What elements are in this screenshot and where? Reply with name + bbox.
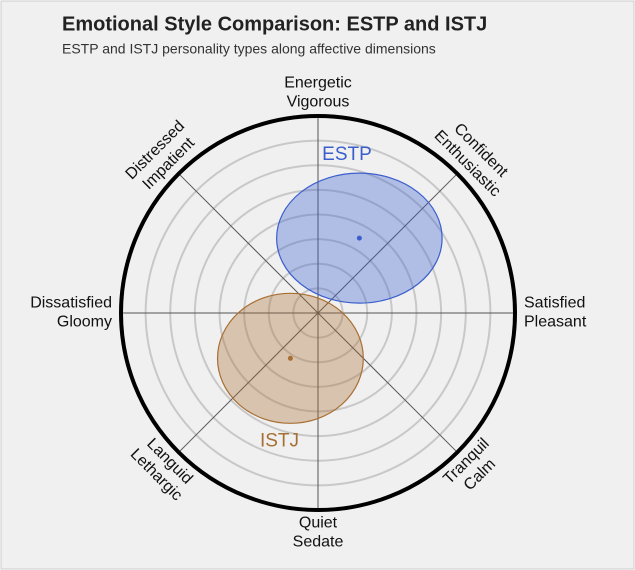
axis-label-line: Dissatisfied (30, 295, 112, 312)
axis-label-line: Pleasant (524, 314, 587, 331)
center-dot (287, 355, 293, 361)
series-label: ISTJ (260, 430, 299, 451)
center-dot (356, 235, 362, 241)
spoke (178, 173, 458, 453)
outer-circle (119, 114, 517, 512)
axis-label-line: Quiet (299, 515, 338, 532)
series-label: ESTP (322, 144, 372, 165)
axis-label: Satisfied Pleasant (524, 295, 587, 331)
axis-label: Dissatisfied Gloomy (30, 295, 112, 331)
axis-label-line: Energetic (284, 75, 352, 92)
chart-title: Emotional Style Comparison: ESTP and IST… (62, 13, 487, 35)
axis-label-line: Sedate (293, 534, 344, 551)
axis-label-line: Satisfied (524, 295, 585, 312)
axis-label: Energetic Vigorous (284, 75, 352, 111)
axis-label-line: Gloomy (57, 314, 112, 331)
axis-label-line: Vigorous (287, 94, 350, 111)
axis-label: Quiet Sedate (293, 515, 344, 551)
chart-subtitle: ESTP and ISTJ personality types along af… (62, 41, 436, 57)
